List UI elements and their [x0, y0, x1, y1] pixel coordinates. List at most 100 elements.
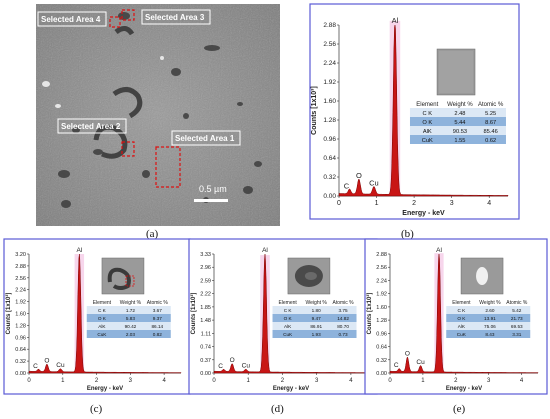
peak-label-o: O — [356, 171, 362, 180]
table-cell: 0.62 — [485, 138, 496, 144]
table-cell: C K — [423, 111, 433, 117]
table-header-cell: Element — [278, 300, 297, 306]
table-cell: 5.42 — [512, 308, 522, 313]
inset-micrograph — [287, 257, 331, 295]
peak-label-c: C — [33, 363, 38, 370]
peak-label-al: Al — [262, 247, 268, 254]
area-2-label: Selected Area 2 — [61, 122, 121, 131]
table-cell: C K — [457, 308, 466, 313]
y-axis-label: Counts [1x10³] — [190, 293, 197, 335]
inset-micrograph — [436, 48, 476, 96]
table-cell: C K — [284, 308, 293, 313]
y-tick-label: 0.00 — [15, 371, 26, 377]
x-tick-label: 3 — [315, 378, 319, 384]
x-tick-label: 4 — [349, 378, 353, 384]
y-tick-label: 2.22 — [200, 292, 211, 298]
y-tick-label: 2.56 — [15, 276, 26, 282]
table-cell: 86.91 — [310, 324, 322, 329]
table-row — [86, 330, 171, 338]
table-cell: 0.82 — [153, 332, 163, 337]
peak-label-al: Al — [76, 247, 82, 254]
y-tick-label: 2.88 — [15, 264, 26, 270]
table-cell: 5.44 — [454, 120, 465, 126]
table-header-cell: Weight % — [120, 300, 142, 306]
spectrum-panel-d: 0.00 0.37 0.74 1.11 1.48 1.85 2.22 2.59 2.96 3.33… — [188, 238, 378, 395]
table-row — [86, 314, 171, 322]
table-cell: AlK — [284, 324, 292, 329]
y-tick-label: 1.85 — [200, 305, 211, 311]
table-row — [409, 108, 506, 117]
spectrum-area — [338, 24, 509, 197]
sem-bright-spots — [42, 56, 164, 108]
selected-area-1-box — [155, 146, 181, 188]
x-tick-label: 4 — [520, 378, 524, 384]
x-tick-label: 0 — [388, 378, 392, 384]
spectrum-panel-e: 0.00 0.32 0.64 0.96 1.28 1.60 1.92 2.24 2.56 2.88… — [364, 238, 548, 395]
table-cell: 90.53 — [453, 129, 467, 135]
peak-label-o: O — [230, 357, 235, 364]
table-cell: O K — [284, 316, 293, 321]
y-axis-label: Counts [1x10³] — [311, 86, 318, 135]
x-tick-label: 1 — [375, 200, 379, 207]
y-tick-label: 1.48 — [200, 318, 211, 324]
table-cell: 5.25 — [485, 111, 496, 117]
area-1-label-box — [171, 130, 241, 146]
table-row — [409, 135, 506, 144]
inset-selected-area — [125, 275, 135, 287]
table-cell: 21.73 — [511, 316, 523, 321]
x-tick-label: 4 — [162, 378, 166, 384]
table-cell: O K — [457, 316, 466, 321]
y-tick-label: 1.60 — [376, 305, 387, 311]
table-row — [272, 314, 357, 322]
table-cell: 14.82 — [337, 316, 349, 321]
spectrum-chart-d: 0.00 0.37 0.74 1.11 1.48 1.85 2.22 2.59 2.96 3.33… — [188, 238, 378, 395]
table-cell: 3.67 — [153, 308, 163, 313]
x-axis-label: Energy - keV — [87, 386, 123, 392]
table-cell: 86.14 — [151, 324, 163, 329]
peak-label-c: C — [218, 363, 223, 370]
table-cell: 3.75 — [339, 308, 349, 313]
area-3-label-box — [141, 9, 211, 25]
x-tick-label: 0 — [27, 378, 31, 384]
x-tick-label: 1 — [421, 378, 425, 384]
x-tick-label: 0 — [337, 200, 341, 207]
y-tick-label: 1.28 — [15, 323, 26, 329]
table-row — [409, 117, 506, 126]
table-row — [446, 322, 531, 330]
spectrum-area — [389, 253, 539, 374]
table-cell: 13.91 — [484, 316, 496, 321]
y-tick-label: 3.33 — [200, 252, 211, 258]
table-row — [446, 330, 531, 338]
inset-micrograph — [101, 257, 145, 295]
table-cell: 3.31 — [512, 332, 522, 337]
element-table: Element Weight % Atomic % C K 2.60 5.42 O K 13.… — [446, 298, 531, 338]
y-tick-label: 2.59 — [200, 278, 211, 284]
table-header-cell: Weight % — [447, 102, 473, 108]
y-tick-label: 0.64 — [323, 155, 336, 162]
spectrum-area — [213, 253, 369, 374]
area-4-label: Selected Area 4 — [41, 15, 101, 24]
table-row — [446, 314, 531, 322]
x-tick-label: 2 — [412, 200, 416, 207]
y-tick-label: 2.96 — [200, 265, 211, 271]
table-row — [86, 322, 171, 330]
y-tick-label: 0.00 — [323, 193, 336, 200]
x-tick-label: 0 — [212, 378, 216, 384]
y-tick-label: 0.64 — [15, 347, 26, 353]
scale-bar-label: 0.5 µm — [199, 184, 227, 194]
panel-label-c: (c) — [90, 403, 103, 415]
area-1-label: Selected Area 1 — [175, 134, 235, 143]
table-cell: 5.83 — [126, 316, 136, 321]
table-cell: 75.06 — [484, 324, 496, 329]
element-table: Element Weight % Atomic % C K 1.72 3.67 O K 5.8… — [86, 298, 171, 338]
table-header-cell: Element — [452, 300, 471, 306]
y-tick-label: 2.56 — [323, 41, 336, 48]
peak-label-cu: Cu — [416, 359, 425, 366]
x-axis-label: Energy - keV — [446, 386, 482, 392]
table-cell: 8.67 — [485, 120, 496, 126]
table-cell: 9.47 — [312, 316, 322, 321]
x-tick-label: 2 — [454, 378, 458, 384]
y-tick-label: 0.00 — [376, 371, 387, 377]
y-tick-label: 0.32 — [323, 174, 336, 181]
x-tick-label: 2 — [95, 378, 99, 384]
